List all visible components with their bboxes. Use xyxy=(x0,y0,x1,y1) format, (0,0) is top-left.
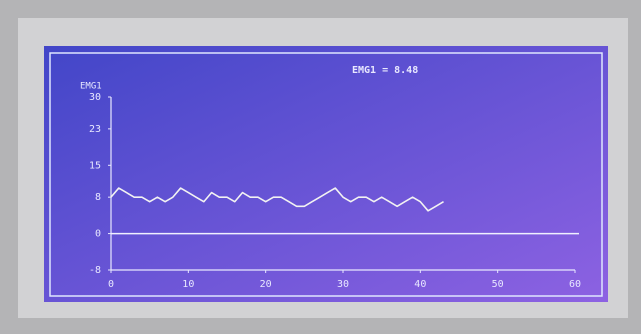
y-tick-label: 8 xyxy=(95,192,101,203)
y-tick-label: 23 xyxy=(89,124,101,135)
screen xyxy=(44,46,608,302)
x-tick-label: 40 xyxy=(414,279,426,290)
x-tick-label: 30 xyxy=(337,279,349,290)
y-axis-label: EMG1 xyxy=(80,82,102,92)
x-tick-label: 60 xyxy=(569,279,581,290)
y-tick-label: 15 xyxy=(89,160,101,171)
y-tick-label: -8 xyxy=(89,265,101,276)
page: {"chart_data": {"type": "line", "title":… xyxy=(0,0,641,334)
x-tick-label: 50 xyxy=(492,279,504,290)
y-tick-label: 0 xyxy=(95,229,101,240)
x-tick-label: 20 xyxy=(260,279,272,290)
x-tick-label: 10 xyxy=(182,279,194,290)
chart: EMG1 = 8.48 EMG1 -8 0 8 15 23 30 0 10 20 30 40 50 60 xyxy=(0,0,641,334)
y-tick-label: 30 xyxy=(89,92,101,103)
readout: EMG1 = 8.48 xyxy=(352,65,418,76)
x-tick-label: 0 xyxy=(108,279,114,290)
